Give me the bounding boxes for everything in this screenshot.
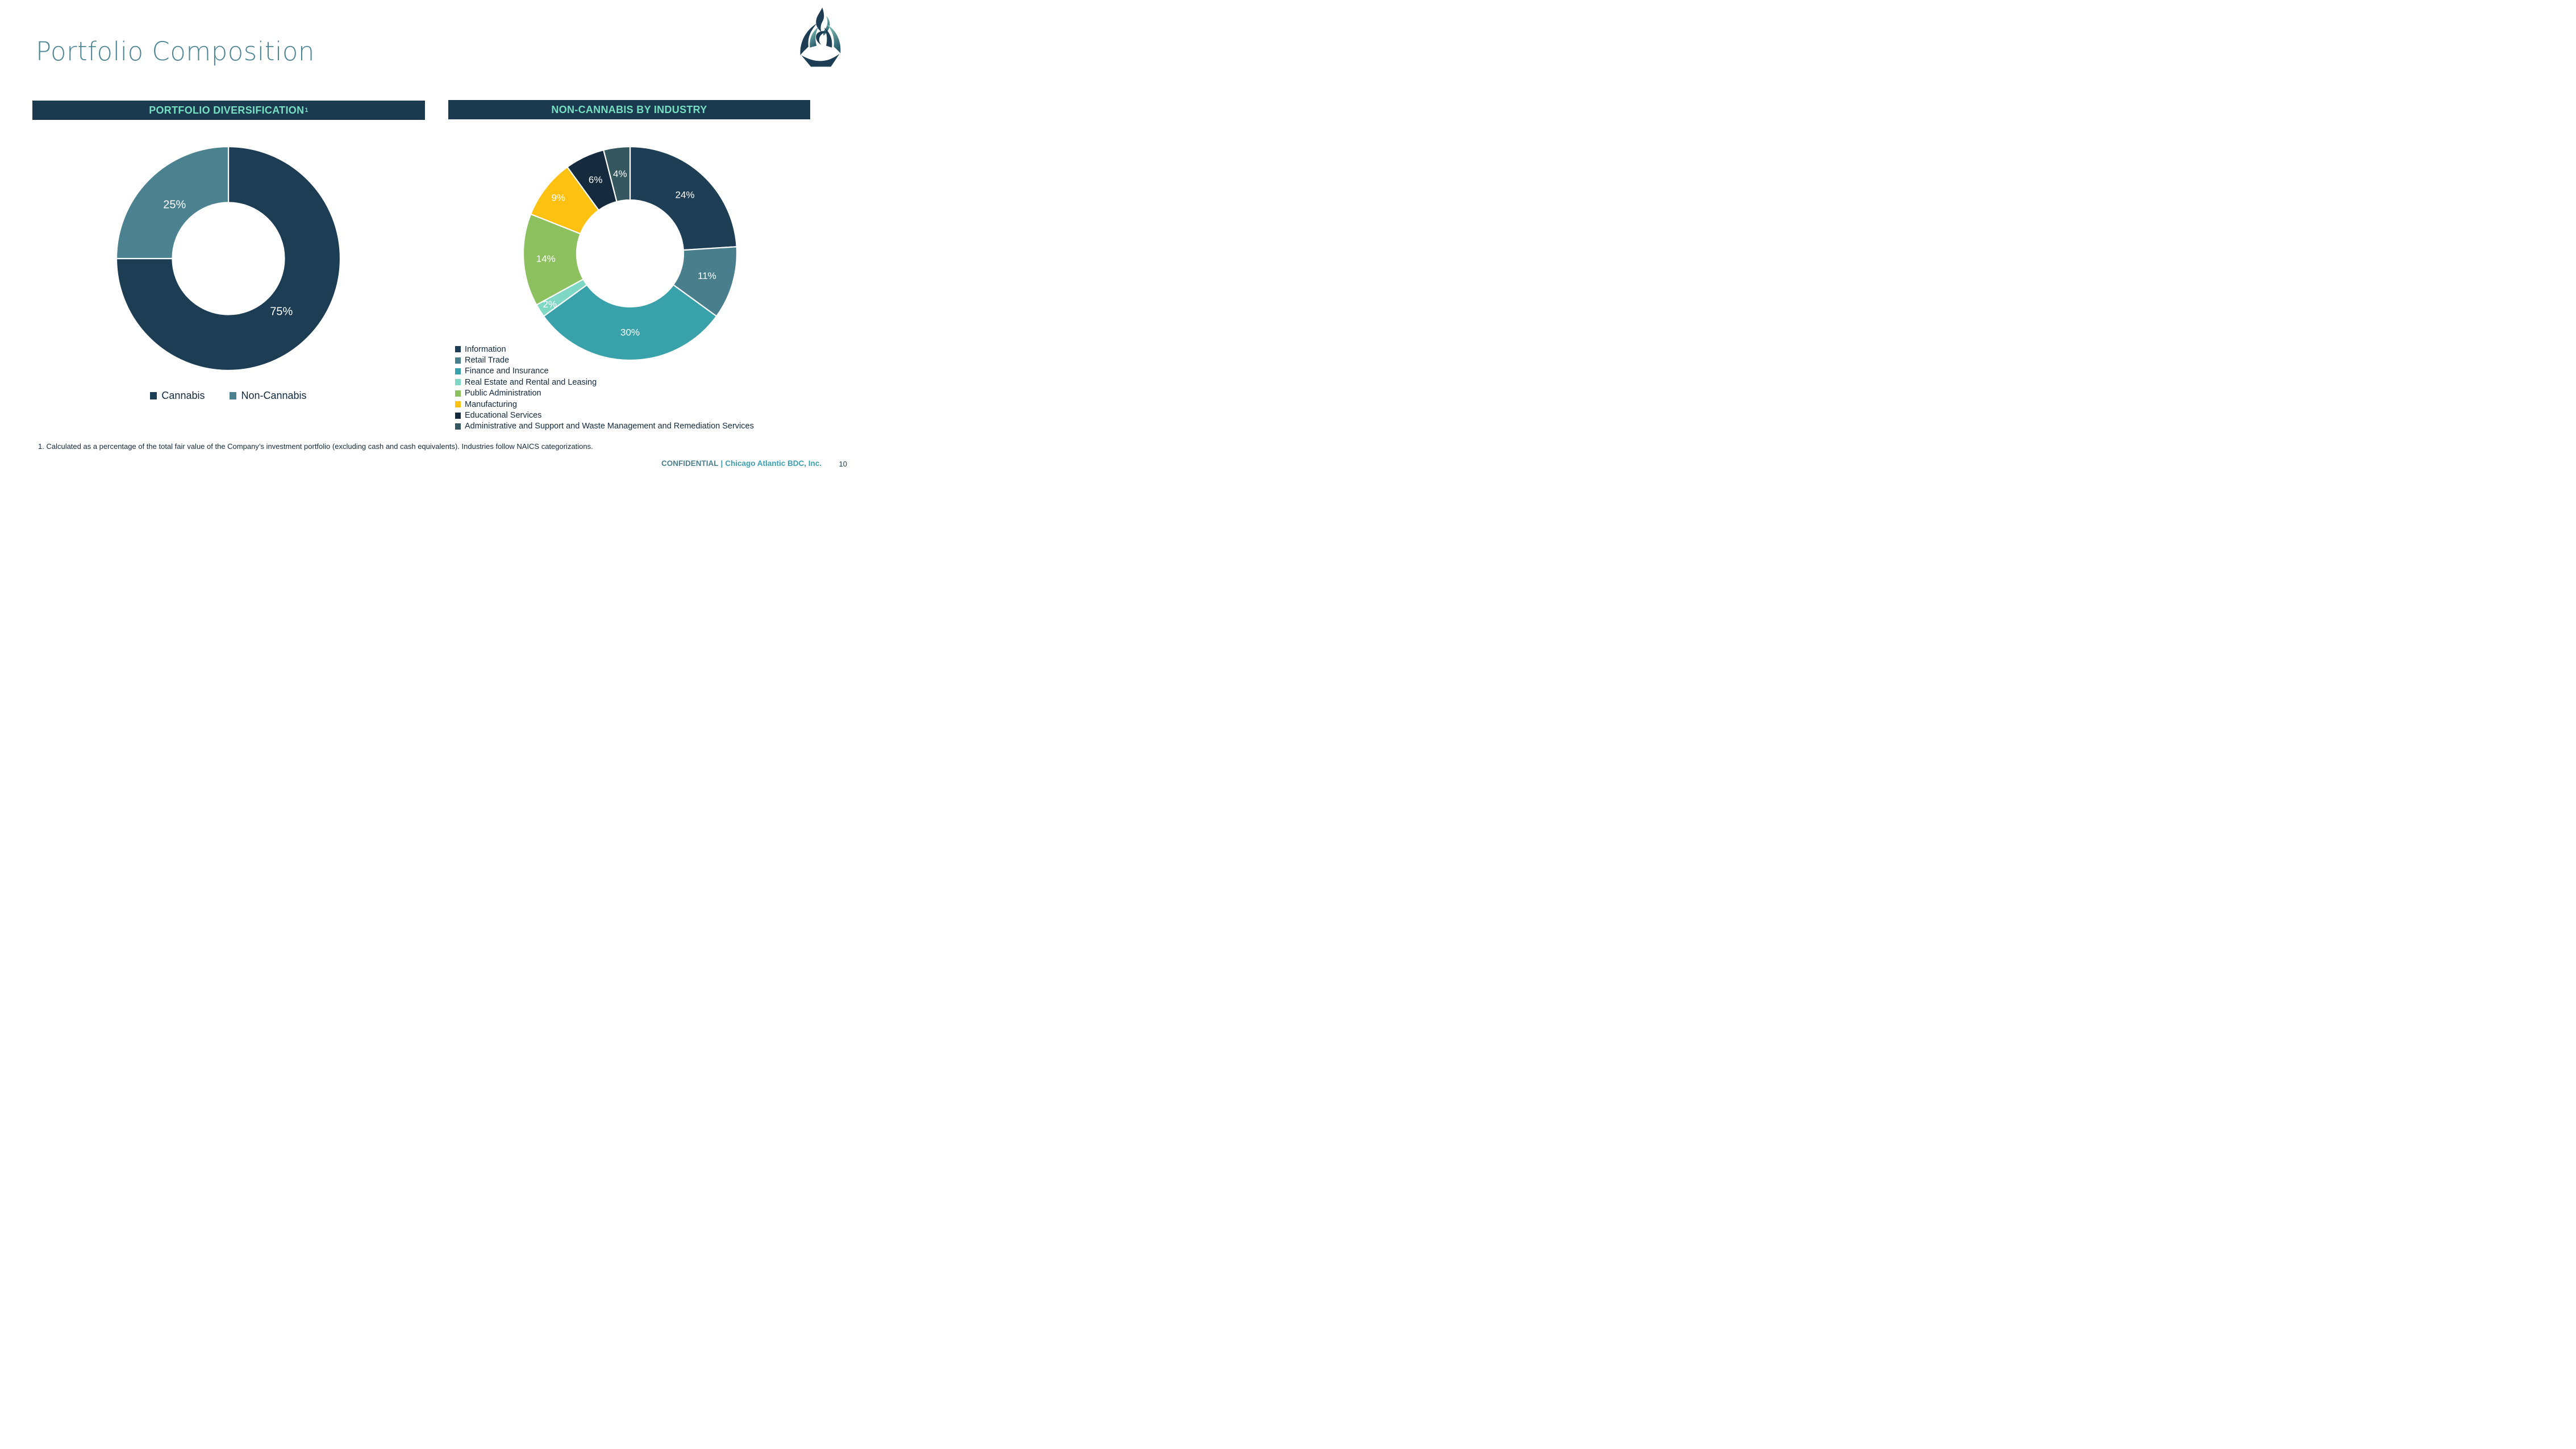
footnote: 1. Calculated as a percentage of the tot… xyxy=(38,442,593,451)
legend-swatch-icon xyxy=(455,357,461,364)
legend-item-cannabis: Cannabis xyxy=(150,390,205,402)
slice-label-retail-trade: 11% xyxy=(698,270,716,281)
slice-label-real-estate-and-rental-and-leasing: 2% xyxy=(543,299,557,310)
portfolio-diversification-header-label: PORTFOLIO DIVERSIFICATION xyxy=(149,104,305,116)
donut-slice-non-cannabis xyxy=(115,145,230,260)
legend-swatch-icon xyxy=(455,401,461,408)
legend-item-finance-and-insurance: Finance and Insurance xyxy=(455,366,754,377)
legend-label: Educational Services xyxy=(465,411,542,420)
non-cannabis-industry-legend: Information Retail Trade Finance and Insur… xyxy=(455,344,754,432)
legend-swatch-icon xyxy=(455,423,461,430)
legend-label: Real Estate and Rental and Leasing xyxy=(465,377,597,387)
legend-item-non-cannabis: Non-Cannabis xyxy=(230,390,307,402)
legend-label: Information xyxy=(465,344,506,354)
legend-item-real-estate-and-rental-and-leasing: Real Estate and Rental and Leasing xyxy=(455,377,754,388)
legend-label: Administrative and Support and Waste Man… xyxy=(465,422,754,431)
non-cannabis-industry-header-label: NON-CANNABIS BY INDUSTRY xyxy=(551,103,707,115)
legend-swatch-icon xyxy=(455,346,461,353)
donut-slice-cannabis xyxy=(115,145,341,372)
legend-swatch-icon xyxy=(455,379,461,386)
legend-label: Retail Trade xyxy=(465,356,510,365)
portfolio-diversification-legend: Cannabis Non-Cannabis xyxy=(115,390,342,402)
legend-swatch-icon xyxy=(230,392,237,399)
slice-label-manufacturing: 9% xyxy=(551,193,565,203)
legend-item-public-administration: Public Administration xyxy=(455,388,754,399)
legend-item-administrative-and-support-and-waste-management-and-remediation-services: Administrative and Support and Waste Man… xyxy=(455,421,754,432)
legend-item-educational-services: Educational Services xyxy=(455,410,754,420)
legend-item-information: Information xyxy=(455,344,754,355)
page-title: Portfolio Composition xyxy=(36,36,315,66)
phoenix-flame-logo xyxy=(797,7,844,69)
slice-label-non-cannabis: 25% xyxy=(163,198,186,211)
donut-slice-administrative-and-support-and-waste-management-and-remediation-services xyxy=(603,145,631,203)
legend-item-retail-trade: Retail Trade xyxy=(455,355,754,365)
legend-swatch-icon xyxy=(455,412,461,419)
slice-label-public-administration: 14% xyxy=(536,253,556,264)
legend-swatch-icon xyxy=(150,392,157,399)
slice-label-educational-services: 6% xyxy=(589,174,603,185)
slice-label-finance-and-insurance: 30% xyxy=(620,327,640,338)
donut-slice-information xyxy=(629,145,737,251)
legend-label: Public Administration xyxy=(465,389,541,398)
legend-swatch-icon xyxy=(455,390,461,397)
legend-label: Cannabis xyxy=(161,390,205,401)
legend-item-manufacturing: Manufacturing xyxy=(455,399,754,410)
donut-slice-finance-and-insurance xyxy=(543,284,718,361)
slice-label-administrative-and-support-and-waste-management-and-remediation-services: 4% xyxy=(613,169,627,180)
slice-label-cannabis: 75% xyxy=(270,305,293,318)
footer: CONFIDENTIAL | Chicago Atlantic BDC, Inc. xyxy=(661,459,822,468)
non-cannabis-industry-header: NON-CANNABIS BY INDUSTRY xyxy=(448,100,810,119)
footer-company: Chicago Atlantic BDC, Inc. xyxy=(725,459,822,468)
footer-divider: | xyxy=(720,459,723,468)
phoenix-flame-logo-svg xyxy=(800,7,841,67)
legend-label: Manufacturing xyxy=(465,399,517,409)
non-cannabis-industry-donut-chart: 24% 11% 30% 2% 14% 9% 6% 4% xyxy=(522,145,738,361)
portfolio-diversification-donut-chart: 75% 25% xyxy=(115,145,341,372)
slice-label-information: 24% xyxy=(676,190,695,201)
portfolio-diversification-header: PORTFOLIO DIVERSIFICATION 1 xyxy=(32,101,425,120)
legend-label: Non-Cannabis xyxy=(241,390,307,401)
slide: Portfolio Composition PORTFOLIO DIVERSIF… xyxy=(0,0,858,483)
legend-label: Finance and Insurance xyxy=(465,367,549,376)
footer-confidential: CONFIDENTIAL xyxy=(661,459,719,468)
page-number: 10 xyxy=(839,460,847,468)
legend-swatch-icon xyxy=(455,368,461,374)
